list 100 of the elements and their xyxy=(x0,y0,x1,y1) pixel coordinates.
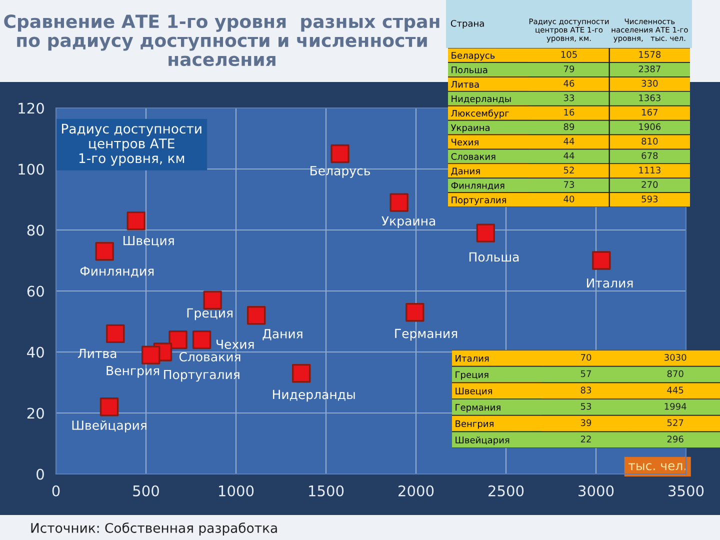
x-axis-title: тыс. чел. xyxy=(628,463,686,470)
annotation: Португалия xyxy=(164,370,240,382)
y-tick-label: Польша xyxy=(452,66,488,74)
data-label: 296 xyxy=(667,436,684,442)
text: Источник: Собственная разработка xyxy=(31,522,277,536)
annotation: Беларусь xyxy=(310,166,370,178)
annotation: Германия xyxy=(395,328,458,341)
point xyxy=(247,306,266,325)
data-label: 445 xyxy=(667,386,684,394)
y-tick-label: Швеция xyxy=(456,388,492,396)
y-tick-label: Нидерланды xyxy=(452,95,511,104)
x-tick-label: 3500 xyxy=(668,485,704,496)
x-tick-label: 1000 xyxy=(219,485,254,496)
point xyxy=(126,212,146,230)
data-label: 33 xyxy=(564,94,574,102)
y-tick-label: 100 xyxy=(18,164,44,175)
y-tick-label: Германия xyxy=(456,404,500,412)
point xyxy=(292,364,311,383)
point xyxy=(95,242,114,261)
data-label: 40 xyxy=(564,196,574,202)
y-tick-label: 40 xyxy=(27,346,44,358)
annotation: Украина xyxy=(382,216,436,228)
data-label: 70 xyxy=(580,354,592,361)
annotation: Польша xyxy=(469,252,519,262)
data-label: 105 xyxy=(561,51,577,58)
annotation: Литва xyxy=(78,348,116,358)
data-label: 52 xyxy=(564,166,574,174)
point xyxy=(192,330,212,350)
y-tick-label: Литва xyxy=(451,80,479,88)
point xyxy=(330,144,350,164)
data-label: 44 xyxy=(564,152,574,159)
data-label: 57 xyxy=(580,370,591,378)
data-label: 46 xyxy=(564,80,574,87)
annotation: Финляндия xyxy=(80,266,154,278)
y-tick-label: 60 xyxy=(27,286,44,297)
annotation: Италия xyxy=(586,278,633,288)
data-label: 79 xyxy=(564,65,574,72)
data-label: 89 xyxy=(564,123,574,130)
data-label: 73 xyxy=(564,181,574,188)
point xyxy=(142,346,160,364)
y-tick-label: 80 xyxy=(27,224,44,236)
data-label: 44 xyxy=(564,138,574,144)
x-tick-label: 3000 xyxy=(578,485,614,496)
y-tick-label: Чехия xyxy=(452,138,478,146)
y-tick-label: 0 xyxy=(36,468,44,480)
x-tick-label: 1500 xyxy=(309,485,344,496)
annotation: Нидерланды xyxy=(273,390,355,402)
y-axis-title: Страна xyxy=(450,20,484,29)
point xyxy=(476,224,495,242)
y-tick-label: Беларусь xyxy=(452,52,495,61)
data-label: 1363 xyxy=(639,94,660,102)
data-label: 678 xyxy=(642,152,658,160)
data-label: 870 xyxy=(667,370,684,378)
y-tick-label: Украина xyxy=(450,124,490,133)
annotation: Швейцария xyxy=(72,420,146,432)
x-tick-label: 500 xyxy=(133,485,159,496)
data-label: 22 xyxy=(580,436,591,442)
annotation: Дания xyxy=(262,329,302,340)
data-label: 1906 xyxy=(639,123,661,130)
y-tick-label: Словакия xyxy=(451,153,496,160)
y-tick-label: Португалия xyxy=(452,196,506,206)
data-label: 810 xyxy=(642,138,658,145)
x-tick-label: 0 xyxy=(52,485,60,496)
data-label: 39 xyxy=(580,419,592,426)
data-label: 1994 xyxy=(664,402,686,410)
y-tick-label: Греция xyxy=(456,371,488,380)
data-label: 16 xyxy=(564,108,574,116)
data-label: 53 xyxy=(580,402,592,410)
data-label: 270 xyxy=(642,181,658,188)
y-tick-label: 20 xyxy=(27,408,44,419)
data-label: 1578 xyxy=(639,51,661,58)
y-tick-label: Люксембург xyxy=(451,110,509,118)
data-label: 83 xyxy=(580,386,592,394)
chart-title: Сравнение АТЕ 1-го уровня разных стран по радиусу доступности и численности населения xyxy=(4,14,440,66)
annotation: Греция xyxy=(187,308,232,320)
annotation: Венгрия xyxy=(106,366,160,378)
y-tick-label: Швейцария xyxy=(456,436,510,446)
y-tick-label: Венгрия xyxy=(456,420,494,429)
data-label: 3030 xyxy=(664,354,686,361)
point xyxy=(106,324,125,344)
data-label: 593 xyxy=(642,196,658,202)
point xyxy=(100,398,119,416)
point xyxy=(390,193,408,212)
x-tick-label: 2500 xyxy=(488,485,524,496)
x-tick-label: 2000 xyxy=(398,485,434,496)
data-label: 330 xyxy=(642,80,658,87)
y-tick-label: Финляндия xyxy=(451,182,504,190)
annotation: Чехия xyxy=(216,340,254,349)
y-tick-label: Дания xyxy=(451,168,480,176)
annotation: Швеция xyxy=(124,236,174,247)
data-label: 2387 xyxy=(638,65,660,72)
point xyxy=(592,251,611,270)
y-tick-label: Италия xyxy=(456,355,489,362)
data-label: 1113 xyxy=(639,166,660,174)
data-label: 167 xyxy=(642,108,658,116)
y-tick-label: 120 xyxy=(18,102,44,114)
data-label: 527 xyxy=(667,419,684,426)
point xyxy=(406,303,424,322)
y-axis-title: Радиус доступности центров АТЕ 1-го уровня, км xyxy=(62,124,202,166)
point xyxy=(203,290,222,310)
